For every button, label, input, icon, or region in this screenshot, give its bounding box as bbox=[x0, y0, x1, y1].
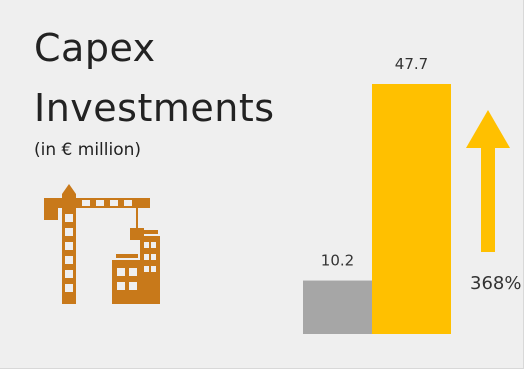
bar-current-year bbox=[372, 84, 451, 334]
subtitle: (in € million) bbox=[34, 140, 142, 160]
title-line-2: Investments bbox=[34, 86, 275, 130]
bar-previous-year bbox=[303, 280, 372, 334]
change-percentage: 368% bbox=[470, 273, 522, 294]
value-label-current: 47.7 bbox=[395, 55, 428, 73]
value-label-previous: 10.2 bbox=[321, 252, 354, 270]
increase-arrow-icon bbox=[466, 110, 510, 252]
construction-crane-buildings-icon bbox=[40, 184, 160, 304]
title-line-1: Capex bbox=[34, 26, 156, 70]
